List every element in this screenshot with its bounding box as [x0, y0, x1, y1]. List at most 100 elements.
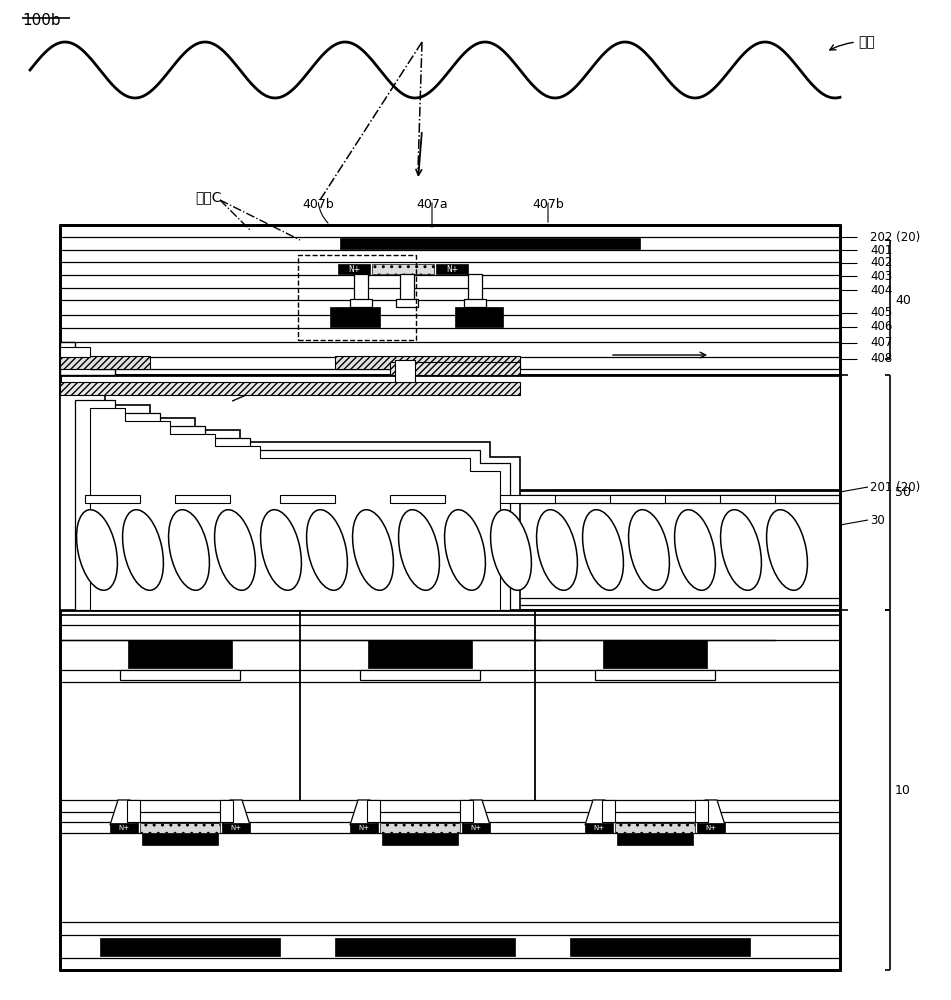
Bar — [128, 640, 232, 668]
Text: 403: 403 — [870, 269, 892, 282]
Bar — [570, 938, 750, 956]
Text: 手指: 手指 — [858, 35, 875, 49]
Bar — [395, 360, 415, 382]
Ellipse shape — [767, 510, 807, 590]
Bar — [60, 490, 840, 610]
Bar — [350, 299, 372, 307]
Bar — [602, 800, 615, 822]
Bar — [368, 640, 472, 668]
Bar — [697, 823, 725, 833]
Ellipse shape — [583, 510, 624, 590]
Bar — [280, 495, 335, 503]
Text: 408: 408 — [870, 353, 892, 365]
Bar — [127, 800, 140, 822]
Text: 404: 404 — [870, 284, 892, 296]
Ellipse shape — [76, 510, 117, 590]
Bar — [340, 238, 640, 249]
Text: 405: 405 — [870, 306, 892, 320]
Bar — [60, 375, 840, 610]
Ellipse shape — [674, 510, 715, 590]
Polygon shape — [110, 800, 137, 825]
Bar — [142, 823, 218, 845]
Bar — [720, 495, 775, 503]
Bar — [396, 299, 418, 307]
Bar — [60, 347, 90, 357]
Ellipse shape — [353, 510, 394, 590]
Bar — [390, 362, 520, 375]
Ellipse shape — [721, 510, 762, 590]
Bar — [335, 356, 520, 369]
Polygon shape — [90, 408, 500, 610]
Bar — [335, 938, 515, 956]
Polygon shape — [60, 392, 520, 610]
Bar — [60, 225, 840, 375]
Bar — [220, 800, 233, 822]
Polygon shape — [223, 800, 250, 825]
Bar — [140, 823, 220, 833]
Bar — [455, 307, 503, 327]
Bar — [222, 823, 250, 833]
Bar — [382, 823, 458, 845]
Bar — [585, 823, 613, 833]
Bar — [617, 823, 693, 845]
Bar — [350, 823, 378, 833]
Polygon shape — [350, 800, 377, 825]
Bar — [110, 823, 138, 833]
Bar — [462, 823, 490, 833]
Bar — [390, 495, 445, 503]
Bar — [360, 670, 480, 680]
Bar — [175, 495, 230, 503]
Bar — [500, 495, 555, 503]
Bar — [85, 495, 140, 503]
Bar — [367, 800, 380, 822]
Bar — [354, 274, 368, 300]
Text: 407b: 407b — [302, 198, 334, 211]
Bar — [60, 382, 520, 395]
Text: N+: N+ — [593, 825, 605, 831]
Bar — [380, 823, 460, 833]
Bar — [372, 264, 434, 274]
Bar — [468, 274, 482, 300]
Text: 402: 402 — [870, 256, 892, 269]
Ellipse shape — [444, 510, 485, 590]
Text: 201 (20): 201 (20) — [870, 481, 921, 493]
Polygon shape — [60, 342, 115, 375]
Text: 50: 50 — [895, 487, 911, 499]
Text: 407a: 407a — [417, 198, 448, 211]
Ellipse shape — [215, 510, 256, 590]
Bar — [60, 356, 150, 369]
Text: N+: N+ — [706, 825, 716, 831]
Polygon shape — [698, 800, 725, 825]
Ellipse shape — [491, 510, 532, 590]
Bar — [436, 264, 468, 274]
Ellipse shape — [123, 510, 164, 590]
Ellipse shape — [398, 510, 439, 590]
Bar — [695, 800, 708, 822]
Text: 30: 30 — [870, 514, 884, 526]
Ellipse shape — [629, 510, 670, 590]
Text: 电容C: 电容C — [195, 190, 222, 204]
Ellipse shape — [536, 510, 577, 590]
Bar — [464, 299, 486, 307]
Bar — [595, 670, 715, 680]
Text: N+: N+ — [359, 825, 370, 831]
Bar — [610, 495, 665, 503]
Text: 401: 401 — [870, 243, 892, 256]
Bar — [603, 640, 707, 668]
Text: 202 (20): 202 (20) — [870, 231, 921, 243]
Text: N+: N+ — [230, 825, 242, 831]
Bar — [338, 264, 370, 274]
Text: N+: N+ — [471, 825, 481, 831]
Bar — [460, 800, 473, 822]
Text: N+: N+ — [119, 825, 129, 831]
Bar — [120, 670, 240, 680]
Polygon shape — [463, 800, 490, 825]
Polygon shape — [75, 400, 510, 610]
Ellipse shape — [261, 510, 301, 590]
Text: 407: 407 — [870, 336, 892, 350]
Ellipse shape — [168, 510, 209, 590]
Text: 10: 10 — [895, 784, 911, 796]
Text: 407b: 407b — [533, 198, 564, 211]
Bar — [60, 610, 840, 970]
Bar — [298, 255, 416, 340]
